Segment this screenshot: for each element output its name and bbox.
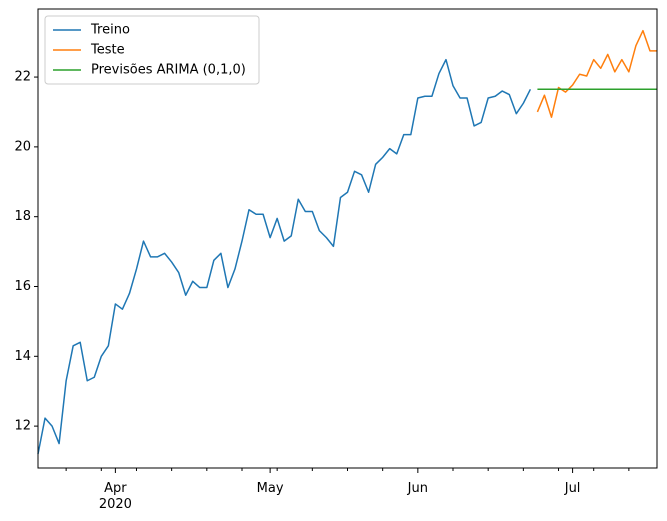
x-tick-label: Apr 2020	[98, 481, 132, 512]
y-tick-label: 12	[14, 419, 31, 434]
legend-box	[44, 15, 260, 85]
y-tick-label: 14	[14, 349, 31, 364]
y-tick-label: 16	[14, 279, 31, 294]
x-tick-label: Jul	[564, 481, 581, 496]
x-tick-label: May	[256, 481, 284, 496]
series-line	[536, 29, 657, 118]
plot-frame	[37, 8, 658, 469]
y-tick-label: 20	[14, 139, 31, 154]
x-tick-label: Jun	[407, 481, 428, 496]
series-line	[37, 58, 532, 455]
legend-label: Treino	[90, 23, 130, 38]
y-tick-label: 22	[14, 70, 31, 85]
legend-label: Previsões ARIMA (0,1,0)	[91, 63, 246, 78]
legend-label: Teste	[90, 43, 125, 58]
y-tick-label: 18	[14, 209, 31, 224]
